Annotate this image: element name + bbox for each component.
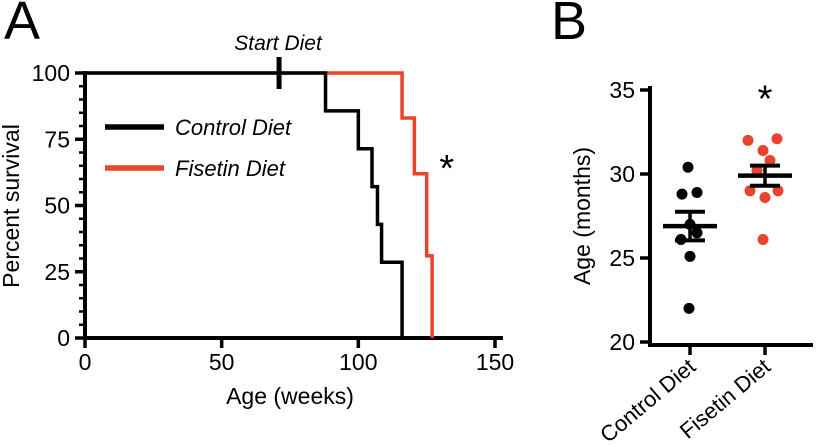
a-y-tick-label: 75 (44, 126, 70, 152)
b-y-tick-label: 30 (609, 161, 635, 187)
panel-b-label: B (551, 0, 588, 51)
dot-fisetin-diet (742, 134, 754, 146)
b-y-tick-label: 20 (609, 329, 635, 355)
dot-fisetin-diet (771, 133, 783, 145)
a-x-tick-label: 0 (79, 349, 92, 375)
dot-control-diet (683, 302, 695, 314)
dot-fisetin-diet (757, 144, 769, 156)
a-y-tick-label: 100 (32, 60, 70, 86)
a-x-tick-label: 50 (209, 349, 235, 375)
legend-label-fisetin: Fisetin Diet (175, 156, 286, 181)
significance-asterisk-b: * (758, 79, 773, 121)
dot-control-diet (684, 250, 696, 262)
dot-fisetin-diet (757, 234, 769, 246)
dot-control-diet (691, 186, 703, 198)
significance-asterisk-a: * (439, 148, 454, 190)
dot-control-diet (682, 161, 694, 173)
dot-control-diet (676, 188, 688, 200)
a-y-tick-label: 50 (44, 193, 70, 219)
legend-label-control: Control Diet (175, 115, 292, 140)
b-y-tick-label: 35 (609, 77, 635, 103)
b-y-tick-label: 25 (609, 245, 635, 271)
a-y-tick-label: 0 (57, 325, 70, 351)
dot-fisetin-diet (759, 192, 771, 204)
dot-control-diet (691, 227, 703, 239)
dot-fisetin-diet (764, 155, 776, 167)
a-y-axis-title: Percent survival (0, 124, 24, 288)
control-diet-curve (85, 71, 404, 338)
dot-fisetin-diet (744, 185, 756, 197)
panel-a-label: A (4, 0, 41, 51)
dot-fisetin-diet (772, 185, 784, 197)
start-diet-label: Start Diet (234, 32, 323, 55)
b-y-axis-title: Age (months) (569, 147, 595, 285)
a-x-tick-label: 150 (476, 349, 514, 375)
a-y-tick-label: 25 (44, 259, 70, 285)
a-x-tick-label: 100 (339, 349, 377, 375)
fisetin-diet-curve (85, 71, 434, 338)
a-x-axis-title: Age (weeks) (226, 383, 354, 409)
dot-fisetin-diet (751, 165, 763, 177)
